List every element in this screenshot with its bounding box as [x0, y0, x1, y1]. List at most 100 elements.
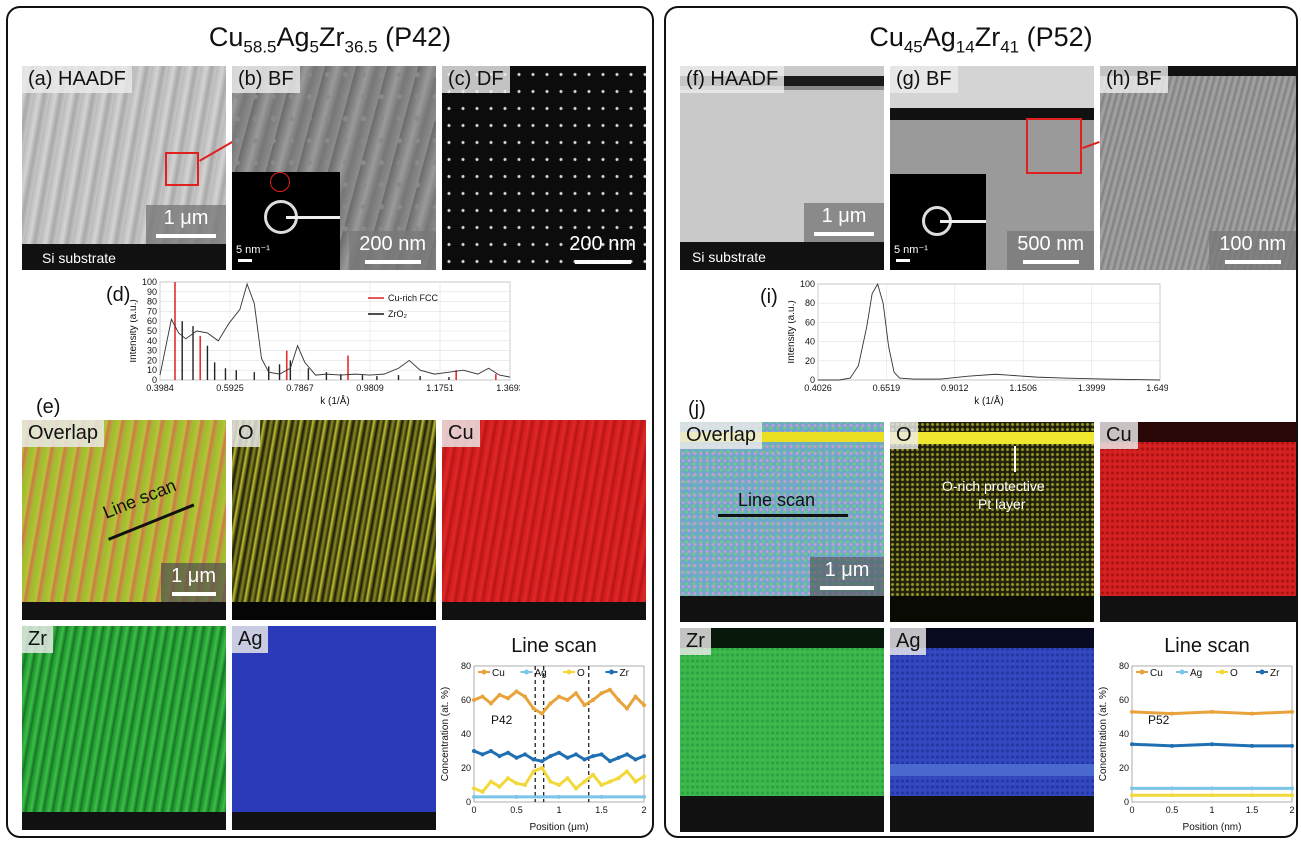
point-zr [582, 757, 587, 762]
point-o [625, 769, 629, 774]
point-o [1130, 793, 1134, 798]
map-overlap-left: Overlap Line scan 1 μm [22, 420, 226, 620]
diffraction-inset: 5 nm⁻¹ [232, 172, 340, 270]
point-zr [565, 755, 570, 760]
panel-h-scalebar: 100 nm [1209, 231, 1296, 270]
legend-label-zr: Zr [620, 668, 630, 679]
point-cu [574, 691, 578, 696]
point-zr [1250, 743, 1254, 748]
y-tick-label: 0 [1124, 797, 1129, 807]
legend-label-zro2: ZrO₂ [388, 309, 407, 319]
panel-g-bf: (g) BF 5 nm⁻¹ 500 nm [890, 66, 1094, 270]
point-zr [506, 750, 510, 755]
point-o [557, 783, 561, 787]
panel-c-scalebar: 200 nm [559, 231, 646, 270]
point-ag [1210, 786, 1214, 791]
x-axis-label: k (1/Å) [320, 394, 349, 407]
map-ag-right: Ag [890, 628, 1094, 832]
point-ag [1290, 786, 1294, 791]
x-tick-label: 1.3693 [496, 383, 520, 393]
x-tick-label: 0.6519 [873, 383, 901, 393]
point-o [531, 769, 536, 774]
point-zr [633, 757, 638, 762]
legend-marker-ag [524, 669, 529, 675]
point-zr [1210, 742, 1214, 747]
legend-label-ag: Ag [1190, 668, 1202, 679]
point-zr [548, 754, 553, 759]
point-zr [514, 755, 519, 760]
legend-label-zr: Zr [1270, 668, 1280, 679]
y-tick-label: 10 [147, 365, 157, 375]
point-cu [497, 692, 502, 697]
map-ag-label-right: Ag [890, 628, 927, 655]
y-tick-label: 80 [805, 298, 815, 308]
point-cu [616, 698, 621, 702]
point-o [1170, 793, 1174, 798]
right-title: Cu45Ag14Zr41 (P52) [869, 22, 1093, 57]
intensity-profile-i [818, 282, 1161, 381]
point-cu [489, 701, 493, 706]
point-zr [1290, 743, 1294, 748]
diffraction-inset-g: 5 nm⁻¹ [890, 174, 986, 270]
x-tick-label: 0.9809 [356, 383, 384, 393]
panel-f-substrate: Si substrate [692, 249, 766, 265]
y-tick-label: 0 [466, 797, 471, 807]
panel-a-scalebar: 1 μm [146, 205, 226, 244]
legend-marker-cu [1139, 669, 1145, 675]
plot-area [473, 665, 645, 803]
panel-d-letter: (d) [106, 284, 131, 306]
map-zr-right: Zr [680, 628, 884, 832]
legend-marker-cu [481, 669, 487, 675]
panel-j-letter: (j) [688, 398, 706, 420]
point-cu [523, 694, 527, 699]
y-tick-label: 60 [147, 316, 157, 326]
x-tick-label: 0.3984 [146, 383, 174, 393]
y-tick-label: 90 [147, 287, 157, 297]
point-o [506, 776, 510, 781]
point-cu [1250, 711, 1254, 716]
y-tick-label: 80 [1119, 661, 1129, 671]
point-zr [625, 752, 629, 757]
panel-f-label: (f) HAADF [680, 66, 785, 93]
point-o [480, 789, 485, 794]
map-overlap-label: Overlap [22, 420, 105, 447]
left-figure-frame [6, 6, 654, 838]
point-zr [608, 759, 612, 764]
y-tick-label: 20 [805, 356, 815, 366]
point-o [1210, 793, 1214, 798]
point-o [608, 779, 612, 784]
y-tick-label: 60 [461, 695, 471, 705]
y-tick-label: 70 [147, 306, 157, 316]
map-cu-left: Cu [442, 420, 646, 620]
x-axis-label: Position (μm) [529, 822, 588, 833]
point-cu [1130, 709, 1134, 714]
y-axis-label: Intensity (a.u.) [788, 300, 797, 363]
point-ag [1170, 786, 1174, 791]
map-scalebar-left: 1 μm [161, 563, 226, 602]
point-o [489, 779, 493, 784]
legend-label-o: O [1230, 668, 1238, 679]
x-tick-label: 0.5 [1166, 805, 1179, 815]
x-tick-label: 1 [556, 805, 561, 815]
diffraction-profile-chart-i: 0.4026 0.6519 0.9012 1.1506 1.3999 1.6493 0 20 4… [788, 279, 1168, 407]
point-cu [1290, 709, 1294, 714]
x-tick-label: 1.1506 [1009, 383, 1037, 393]
point-o [514, 781, 519, 786]
panel-a-label: (a) HAADF [22, 66, 132, 93]
panel-a-haadf: (a) HAADF Si substrate 1 μm [22, 66, 226, 270]
panel-b-scalebar: 200 nm [349, 231, 436, 270]
line-scan-title: Line scan [1164, 635, 1250, 657]
inset-scale-g: 5 nm⁻¹ [894, 244, 928, 256]
x-tick-label: 1.6493 [1146, 383, 1168, 393]
point-o [472, 786, 476, 791]
legend-marker-o [1219, 669, 1225, 675]
y-tick-label: 20 [1119, 763, 1129, 773]
map-ag-left: Ag [232, 626, 436, 830]
point-cu [506, 696, 510, 701]
legend-label-cu: Cu [492, 668, 505, 679]
point-o [540, 766, 544, 770]
point-cu [633, 694, 638, 699]
plot-area [817, 283, 1161, 381]
plot-area [1131, 665, 1293, 803]
